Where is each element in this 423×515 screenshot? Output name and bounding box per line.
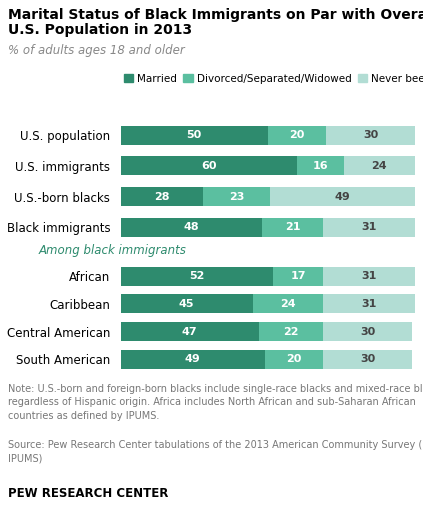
Text: Source: Pew Research Center tabulations of the 2013 American Community Survey (1: Source: Pew Research Center tabulations … [8, 440, 423, 464]
Bar [265, 350, 324, 369]
Bar [297, 157, 344, 176]
Bar [270, 187, 415, 206]
Text: Note: U.S.-born and foreign-born blacks include single-race blacks and mixed-rac: Note: U.S.-born and foreign-born blacks … [8, 384, 423, 421]
Text: 47: 47 [182, 327, 198, 336]
Bar [121, 350, 265, 369]
Text: 31: 31 [361, 222, 376, 232]
Bar [327, 126, 415, 145]
Text: PEW RESEARCH CENTER: PEW RESEARCH CENTER [8, 487, 169, 500]
Text: 20: 20 [289, 130, 305, 140]
Text: 50: 50 [187, 130, 202, 140]
Bar [273, 267, 324, 286]
Bar [121, 157, 297, 176]
Bar [121, 295, 253, 314]
Bar [324, 350, 412, 369]
Text: 20: 20 [286, 354, 302, 364]
Text: Among black immigrants: Among black immigrants [38, 244, 186, 257]
Bar [121, 187, 203, 206]
Text: 30: 30 [360, 327, 375, 336]
Bar [121, 126, 267, 145]
Text: 24: 24 [371, 161, 387, 171]
Text: 28: 28 [154, 192, 170, 201]
Text: 60: 60 [201, 161, 217, 171]
Bar [203, 187, 270, 206]
Bar [324, 322, 412, 341]
Text: 45: 45 [179, 299, 195, 309]
Bar [324, 218, 415, 237]
Text: 23: 23 [229, 192, 244, 201]
Text: U.S. Population in 2013: U.S. Population in 2013 [8, 23, 192, 37]
Bar [324, 267, 415, 286]
Text: Marital Status of Black Immigrants on Par with Overall: Marital Status of Black Immigrants on Pa… [8, 8, 423, 22]
Text: 52: 52 [190, 271, 205, 281]
Bar [259, 322, 324, 341]
Text: 31: 31 [361, 271, 376, 281]
Text: 30: 30 [360, 354, 375, 364]
Text: 31: 31 [361, 299, 376, 309]
Text: 17: 17 [291, 271, 306, 281]
Text: 21: 21 [285, 222, 300, 232]
Bar [324, 295, 415, 314]
Bar [344, 157, 415, 176]
Text: 24: 24 [280, 299, 296, 309]
Bar [253, 295, 324, 314]
Text: 22: 22 [283, 327, 299, 336]
Legend: Married, Divorced/Separated/Widowed, Never been married: Married, Divorced/Separated/Widowed, Nev… [119, 70, 423, 88]
Text: 30: 30 [363, 130, 378, 140]
Text: 48: 48 [183, 222, 199, 232]
Bar [121, 267, 273, 286]
Bar [121, 218, 262, 237]
Text: % of adults ages 18 and older: % of adults ages 18 and older [8, 44, 185, 57]
Text: 16: 16 [313, 161, 328, 171]
Text: 49: 49 [335, 192, 350, 201]
Bar [121, 322, 259, 341]
Text: 49: 49 [185, 354, 201, 364]
Bar [267, 126, 327, 145]
Bar [262, 218, 324, 237]
